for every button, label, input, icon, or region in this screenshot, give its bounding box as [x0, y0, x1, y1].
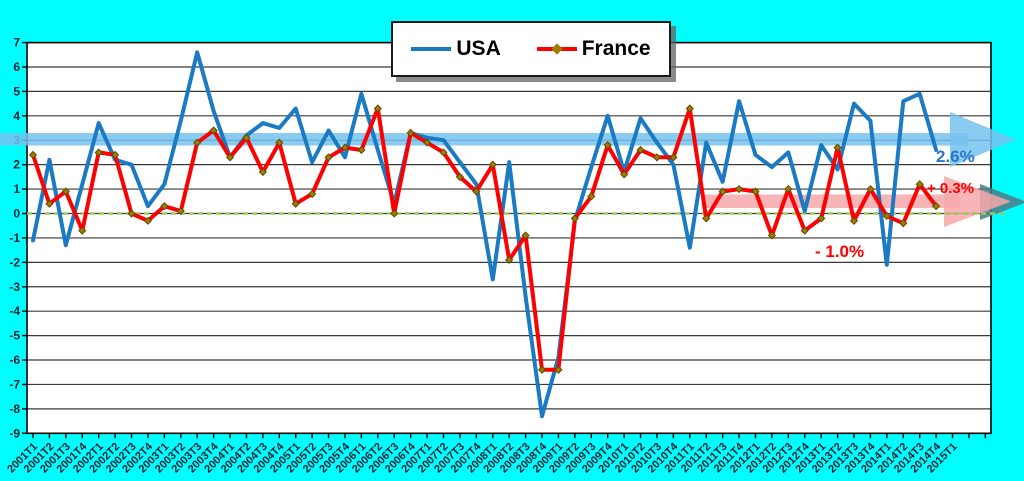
y-axis: 76543210-1-2-3-4-5-6-7-8-9: [9, 36, 27, 440]
usa-line-swatch-icon: [411, 43, 452, 55]
usa-trend-arrow-shaft: [0, 133, 968, 146]
svg-text:-8: -8: [9, 402, 20, 416]
svg-text:-1: -1: [9, 231, 20, 245]
svg-text:-7: -7: [9, 377, 20, 391]
svg-text:6: 6: [13, 60, 20, 74]
legend-item-usa: USA: [411, 37, 501, 61]
series-markers-france: [28, 104, 941, 374]
svg-text:4: 4: [13, 109, 20, 123]
svg-text:-6: -6: [9, 353, 20, 367]
legend: USA France: [391, 21, 671, 77]
svg-text:-3: -3: [9, 280, 20, 294]
annotation-usa-latest: 2.6%: [936, 147, 975, 166]
svg-text:-5: -5: [9, 329, 20, 343]
usa-trend-arrowhead-icon: [950, 112, 1016, 167]
france-trend-arrow-shaft: [702, 194, 960, 208]
svg-text:0: 0: [13, 207, 20, 221]
france-line-swatch-icon: [536, 43, 577, 55]
series-line-usa: [31, 50, 939, 419]
svg-text:-2: -2: [9, 255, 20, 269]
svg-text:-9: -9: [9, 426, 20, 440]
annotation-france-latest: + 0.3%: [927, 180, 975, 197]
svg-text:2: 2: [13, 158, 20, 172]
annotation-france-low: - 1.0%: [815, 242, 865, 261]
france-trend-arrowhead-icon: [944, 176, 1011, 227]
svg-text:-4: -4: [9, 304, 20, 318]
legend-label-usa: USA: [456, 37, 501, 60]
svg-text:7: 7: [13, 36, 20, 50]
legend-item-france: France: [536, 37, 651, 61]
svg-text:5: 5: [13, 84, 20, 98]
series-line-france: [31, 106, 939, 372]
svg-text:1: 1: [13, 182, 20, 196]
legend-label-france: France: [581, 37, 651, 60]
